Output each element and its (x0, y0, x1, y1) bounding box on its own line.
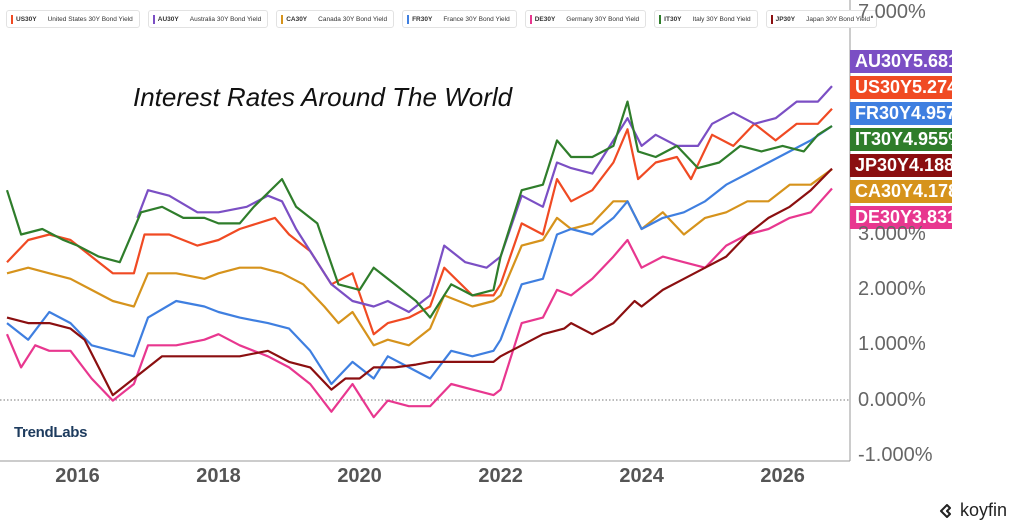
koyfin-logo: koyfin (938, 500, 1007, 521)
legend-code: DE30Y (534, 15, 556, 23)
last-value-badge-fr30y: FR30Y 4.957% (850, 102, 972, 125)
badge-value: 4.178% (913, 181, 975, 201)
legend-item-de30y[interactable]: DE30Y Germany 30Y Bond Yield (524, 10, 647, 28)
series-layer (5, 85, 833, 419)
legend-swatch (11, 14, 13, 24)
legend-swatch (407, 14, 410, 24)
koyfin-icon (940, 503, 951, 518)
trendlabs-logo: TrendLabs (14, 424, 87, 441)
x-tick-label: 2016 (55, 465, 100, 487)
badge-code: DE30Y (855, 207, 913, 227)
legend-swatch (770, 14, 773, 24)
badge-value: 4.957% (911, 103, 973, 123)
legend-label: Japan 30Y Bond Yield (806, 15, 870, 23)
badge-code: JP30Y (855, 155, 910, 175)
trendlabs-logo-text: TrendLabs (14, 424, 88, 441)
legend-code: JP30Y (775, 15, 796, 23)
last-value-badge-de30y: DE30Y 3.831% (850, 206, 973, 229)
badge-value: 5.681% (913, 51, 975, 71)
series-line-au30y (136, 85, 833, 314)
series-line-it30y (5, 100, 833, 319)
last-value-badge-it30y: IT30Y 4.955% (850, 128, 964, 151)
legend-label: France 30Y Bond Yield (443, 15, 510, 23)
badge-value: 4.188% (909, 155, 971, 175)
legend-swatch (529, 14, 532, 24)
legend-code: CA30Y (286, 15, 308, 23)
legend-code: IT30Y (664, 15, 682, 23)
last-value-badge-au30y: AU30Y 5.681% (850, 50, 974, 73)
badge-code: IT30Y (855, 129, 904, 149)
legend-swatch (281, 14, 284, 24)
y-tick-label: 1.000% (858, 333, 926, 356)
legend-label: Australia 30Y Bond Yield (189, 15, 262, 23)
legend-label: Canada 30Y Bond Yield (318, 15, 388, 23)
koyfin-logo-text: koyfin (960, 500, 1008, 520)
legend-code: FR30Y (412, 15, 433, 23)
legend-label: Italy 30Y Bond Yield (692, 15, 751, 23)
chart-title: Interest Rates Around The World (133, 82, 513, 112)
badge-code: FR30Y (855, 103, 912, 123)
legend-code: US30Y (16, 15, 37, 23)
series-line-ca30y (6, 168, 833, 347)
legend-label: Germany 30Y Bond Yield (566, 15, 640, 23)
legend-item-us30y[interactable]: US30Y United States 30Y Bond Yield (6, 10, 140, 28)
x-tick-label: 2022 (478, 465, 523, 487)
last-value-badge-us30y: US30Y 5.274% (850, 76, 973, 99)
y-tick-label: 3.000% (858, 222, 926, 245)
legend-label: United States 30Y Bond Yield (47, 15, 133, 23)
legend-item-jp30y[interactable]: JP30Y Japan 30Y Bond Yield (765, 10, 877, 28)
series-line-us30y (6, 108, 833, 336)
legend-swatch (152, 14, 155, 24)
badge-code: AU30Y (855, 51, 914, 71)
legend-swatch (659, 14, 662, 24)
badge-value: 3.831% (912, 207, 974, 227)
y-tick-label: 2.000% (858, 277, 926, 300)
legend-item-ca30y[interactable]: CA30Y Canada 30Y Bond Yield (276, 10, 395, 28)
badge-code: US30Y (855, 77, 913, 97)
legend: US30Y United States 30Y Bond Yield AU30Y Au… (6, 10, 877, 28)
y-tick-label: 0.000% (858, 388, 926, 411)
legend-item-au30y[interactable]: AU30Y Australia 30Y Bond Yield (147, 10, 269, 28)
last-value-badge-jp30y: JP30Y 4.188% (850, 154, 970, 177)
badge-code: CA30Y (855, 181, 914, 201)
x-tick-label: 2020 (337, 465, 382, 487)
x-tick-label: 2024 (619, 465, 664, 487)
badge-value: 5.274% (912, 77, 974, 97)
legend-item-it30y[interactable]: IT30Y Italy 30Y Bond Yield (654, 10, 758, 28)
badge-value: 4.955% (903, 129, 965, 149)
series-line-fr30y (6, 125, 833, 386)
x-tick-label: 2018 (196, 465, 241, 487)
legend-item-fr30y[interactable]: FR30Y France 30Y Bond Yield (402, 10, 517, 28)
series-line-de30y (5, 187, 833, 419)
last-value-badge-ca30y: CA30Y 4.178% (850, 180, 974, 203)
y-tick-label: 7.000% (858, 1, 926, 23)
y-tick-label: -1.000% (858, 444, 933, 466)
legend-code: AU30Y (157, 15, 179, 23)
series-line-jp30y (6, 167, 833, 397)
x-tick-label: 2026 (760, 465, 805, 487)
